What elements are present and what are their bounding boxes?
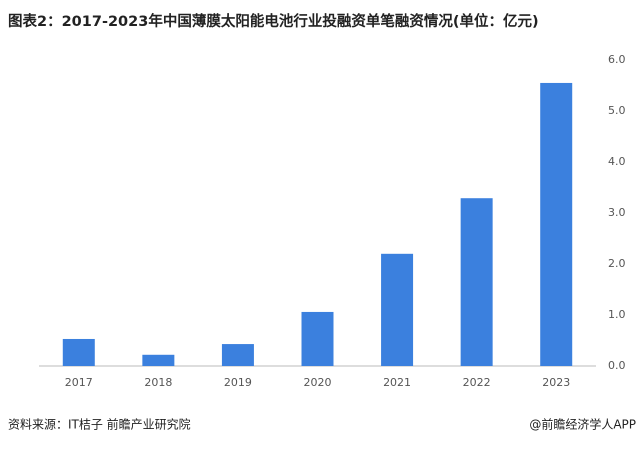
x-tick-label: 2018: [144, 376, 172, 389]
x-tick-label: 2017: [65, 376, 93, 389]
y-tick-label: 6.0: [608, 53, 626, 66]
bar: [62, 338, 95, 366]
chart-title: 图表2：2017-2023年中国薄膜太阳能电池行业投融资单笔融资情况(单位：亿元…: [8, 12, 539, 30]
bar: [540, 82, 573, 366]
bar: [221, 344, 254, 366]
x-tick-label: 2023: [542, 376, 570, 389]
y-tick-label: 1.0: [608, 308, 626, 321]
x-tick-label: 2021: [383, 376, 411, 389]
x-tick-label: 2022: [463, 376, 491, 389]
bar: [301, 311, 334, 366]
source: 资料来源：IT桔子 前瞻产业研究院: [8, 417, 191, 432]
x-tick-label: 2020: [304, 376, 332, 389]
y-tick-label: 5.0: [608, 104, 626, 117]
bar: [381, 253, 414, 366]
bar: [142, 354, 175, 366]
y-tick-label: 3.0: [608, 206, 626, 219]
y-tick-label: 2.0: [608, 257, 626, 270]
credit: @前瞻经济学人APP: [529, 417, 636, 432]
x-tick-label: 2019: [224, 376, 252, 389]
y-tick-label: 4.0: [608, 155, 626, 168]
y-tick-label: 0.0: [608, 359, 626, 372]
bar: [460, 198, 493, 366]
